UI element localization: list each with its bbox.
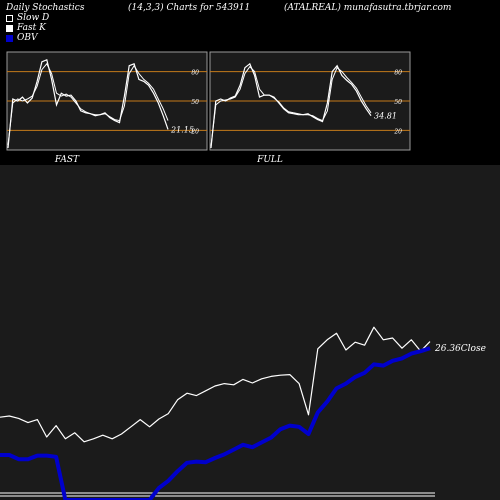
legend-fast-k-label: Fast K [17, 23, 46, 33]
fast-panel-title: FAST [54, 155, 80, 165]
chart-title: Daily Stochastics [6, 3, 85, 13]
legend-fast-k: Fast K [6, 23, 46, 33]
fast-k-swatch [6, 24, 13, 32]
full-last-value-label: 34.81 [374, 112, 397, 121]
chart-params: (14,3,3) Charts for 543911 [128, 3, 251, 13]
price-line [0, 326, 431, 443]
close-value-label: 26.36Close [434, 344, 486, 354]
price-panel-background [0, 165, 500, 500]
legend-slow-d: Slow D [6, 13, 49, 23]
legend-obv: OBV [6, 33, 38, 43]
obv-swatch [6, 34, 13, 42]
fast-last-value-label: 21.15 [170, 125, 194, 134]
fast-level-label-50: 50 [191, 99, 199, 106]
legend-slow-d-label: Slow D [17, 13, 50, 23]
fast-level-label-80: 80 [191, 70, 199, 77]
fast-level-label-20: 20 [190, 128, 199, 135]
full-level-label-20: 20 [393, 128, 402, 135]
full-level-label-80: 80 [394, 70, 402, 77]
slow-d-swatch [6, 14, 13, 22]
full-level-label-50: 50 [394, 99, 402, 106]
legend-obv-label: OBV [17, 33, 38, 43]
obv-line [0, 346, 431, 500]
full-stochastic-panel: 80 50 20 34.81 FULL [209, 51, 411, 165]
full-slow-d-line [210, 65, 372, 147]
full-panel-title: FULL [256, 155, 283, 165]
chart-source: (ATALREAL) munafasutra.tbrjar.com [284, 3, 452, 13]
full-fast-k-line [210, 62, 372, 149]
fast-slow-d-line [7, 62, 169, 146]
price-obv-panel: 26.36Close [0, 326, 486, 500]
